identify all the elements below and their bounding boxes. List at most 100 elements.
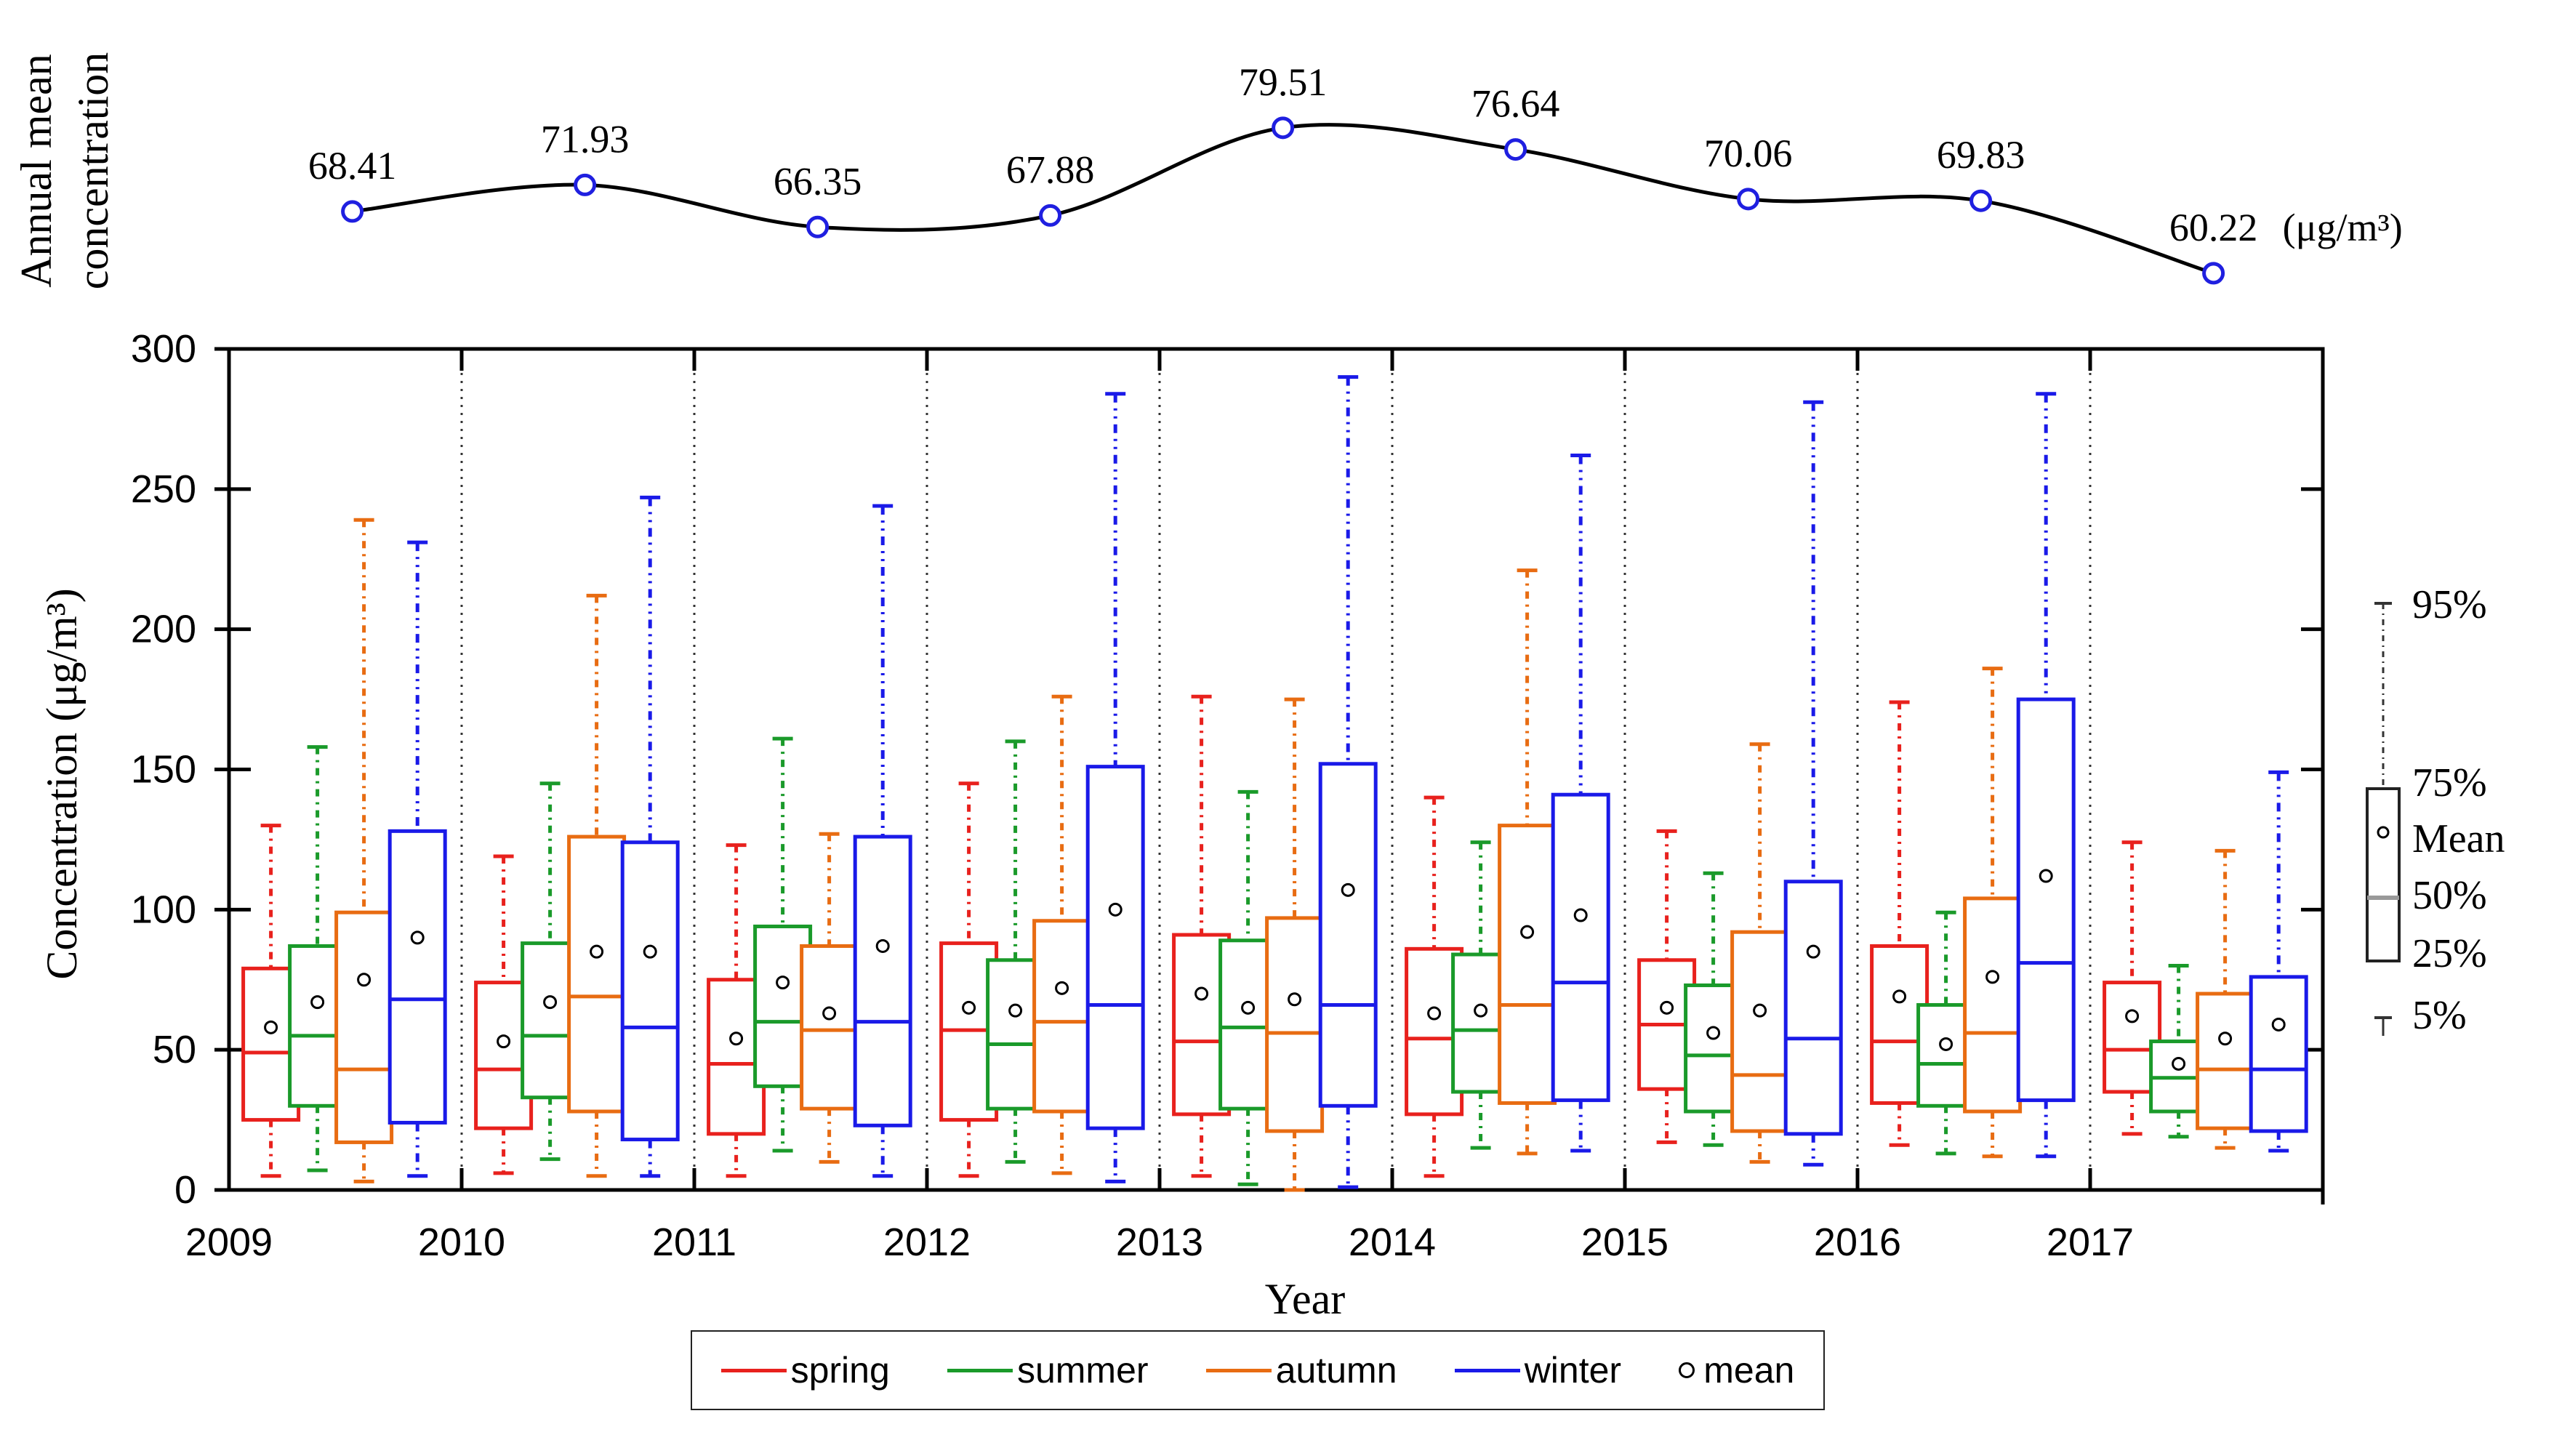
legend: spring summer autumn winter mean (691, 1330, 1825, 1410)
annual-mean-point (1504, 138, 1527, 161)
annual-mean-label: 76.64 (1471, 82, 1560, 126)
legend-swatch-summer (947, 1368, 1013, 1372)
box-winter-2013 (1318, 375, 1378, 1189)
legend-swatch-autumn (1205, 1368, 1272, 1372)
box-winter-2014 (1551, 454, 1610, 1153)
key-mean-marker (2377, 826, 2390, 839)
mean-marker (1008, 1003, 1023, 1018)
mean-marker (1892, 989, 1907, 1004)
box-autumn-2010 (567, 593, 627, 1178)
mean-marker (1806, 944, 1820, 959)
legend-item-summer: summer (947, 1349, 1149, 1391)
annual-mean-label: 60.22 (2169, 206, 2258, 249)
mean-marker (1573, 908, 1588, 922)
box-autumn-2011 (800, 832, 859, 1164)
key-label: 50% (2412, 873, 2487, 918)
iqr-box (2249, 975, 2308, 1133)
iqr-box (2196, 992, 2255, 1130)
annual-mean-point (1969, 189, 1993, 212)
series-spring (241, 694, 2162, 1178)
mean-marker (643, 944, 657, 959)
box-spring-2017 (2103, 840, 2162, 1136)
series-winter (387, 375, 2308, 1189)
mean-marker (410, 930, 425, 945)
y-tick-label: 250 (131, 467, 196, 511)
mean-marker (1194, 986, 1209, 1001)
box-winter-2012 (1085, 392, 1145, 1183)
annual-mean-label: 71.93 (541, 117, 630, 161)
mean-marker (2172, 1056, 2186, 1071)
iqr-box (1498, 824, 1557, 1105)
mean-marker (264, 1020, 278, 1034)
key-box (2366, 787, 2401, 962)
box-winter-2015 (1783, 400, 1843, 1167)
iqr-box (1265, 916, 1325, 1133)
annual-mean-point (341, 200, 364, 223)
key-label: 25% (2412, 931, 2487, 976)
box-winter-2011 (853, 504, 912, 1178)
iqr-box (567, 834, 627, 1114)
annual-mean-point (1272, 116, 1295, 140)
mean-marker (1055, 981, 1069, 995)
y-tick-label: 100 (131, 888, 196, 931)
box-winter-2016 (2016, 392, 2076, 1159)
legend-label-mean: mean (1703, 1350, 1795, 1391)
mean-marker (497, 1034, 511, 1049)
annual-mean-label: 66.35 (774, 159, 862, 203)
mean-marker (590, 944, 604, 959)
mean-marker (1427, 1006, 1442, 1021)
annual-mean-label: 67.88 (1006, 148, 1095, 191)
key-label: 5% (2412, 993, 2467, 1038)
mean-marker (1520, 925, 1535, 939)
legend-item-autumn: autumn (1205, 1349, 1397, 1391)
iqr-box (853, 834, 912, 1127)
annual-mean-label: 69.83 (1937, 133, 2025, 177)
iqr-box (1318, 762, 1378, 1108)
mean-marker (1939, 1037, 1953, 1051)
annual-mean-point (574, 173, 597, 196)
iqr-box (2016, 697, 2076, 1103)
y-tick-label: 50 (153, 1028, 196, 1071)
legend-label-spring: spring (790, 1350, 890, 1391)
mean-marker (543, 995, 558, 1010)
annual-mean-label: 79.51 (1239, 60, 1328, 104)
annual-mean-label: 70.06 (1704, 132, 1793, 175)
legend-item-spring: spring (720, 1349, 890, 1391)
legend-label-winter: winter (1524, 1350, 1622, 1391)
mean-marker (1660, 1000, 1674, 1015)
box-autumn-2009 (334, 518, 394, 1183)
box-autumn-2015 (1730, 742, 1790, 1164)
box-winter-2017 (2249, 770, 2308, 1153)
legend-mean-marker-icon (1679, 1362, 1695, 1378)
annual-mean-point (806, 215, 830, 238)
iqr-box (620, 840, 680, 1142)
x-axis-title: Year (1265, 1275, 1346, 1323)
x-tick-label: 2009 (185, 1220, 273, 1264)
x-tick-label: 2016 (1814, 1220, 1901, 1264)
mean-marker (1706, 1026, 1721, 1040)
mean-marker (2125, 1009, 2140, 1023)
box-autumn-2017 (2196, 848, 2255, 1150)
mean-marker (1288, 992, 1302, 1007)
iqr-box (800, 944, 859, 1111)
mean-marker (822, 1006, 837, 1021)
box-winter-2009 (387, 540, 447, 1178)
mean-marker (1341, 882, 1355, 897)
x-tick-label: 2015 (1581, 1220, 1668, 1264)
y-tick-label: 300 (131, 327, 196, 371)
iqr-box (334, 910, 394, 1144)
x-tick-label: 2017 (2047, 1220, 2134, 1264)
iqr-box (1963, 896, 2023, 1114)
x-tick-label: 2011 (652, 1220, 736, 1264)
box-winter-2010 (620, 495, 680, 1178)
box-autumn-2013 (1265, 697, 1325, 1192)
iqr-box (2103, 981, 2162, 1094)
mean-marker (1753, 1003, 1767, 1018)
annual-mean-label: 68.41 (308, 144, 397, 188)
series-autumn (334, 518, 2255, 1192)
annual-mean-line (352, 123, 2214, 275)
legend-swatch-winter (1454, 1368, 1520, 1372)
mean-marker (1108, 902, 1123, 917)
box-autumn-2016 (1963, 667, 2023, 1159)
